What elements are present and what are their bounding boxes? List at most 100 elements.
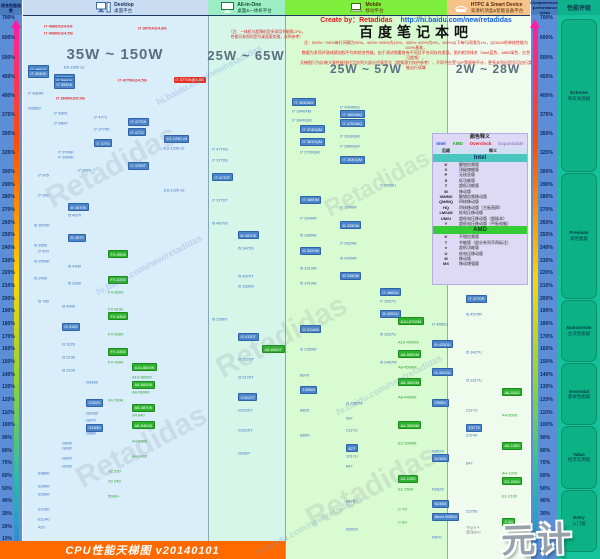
scale-tick: 240% — [540, 245, 553, 251]
cpu-entry: G3220 — [86, 398, 104, 407]
scale-tick: 160% — [2, 346, 15, 353]
cpu-entry: B970 — [300, 372, 310, 378]
legend-suffix: UM/U — [440, 215, 452, 221]
scale-tick: 100% — [2, 422, 15, 429]
rating-box: Premium 高性能级 — [561, 173, 597, 299]
cpu-entry: A4-3305M — [398, 421, 422, 430]
cpu-entry: i7 4500U — [380, 288, 402, 297]
cpu-entry: i7 4600M — [300, 195, 322, 204]
legend-suffix: M — [444, 188, 448, 194]
legend-row: e 超低功耗版 — [433, 245, 527, 250]
legend-row: HQ 四核移动版（主板直焊） — [433, 205, 527, 210]
legend-meaning: 四核移动版 — [459, 199, 479, 205]
scale-tick: 20% — [2, 523, 13, 530]
cpu-entry: A6-4400M — [398, 394, 417, 400]
htpc-column-bg — [447, 15, 530, 559]
cpu-entry: A4-1200 — [502, 470, 518, 476]
cpu-entry: i7 4771 — [94, 114, 108, 120]
rating-box: Mainstream 主流性能级 — [561, 299, 597, 362]
cpu-entry: G530 — [62, 463, 72, 469]
cpu-entry: Z2760 — [466, 508, 478, 514]
scale-tick: 120% — [540, 397, 553, 403]
cpu-entry: i3 2350M — [300, 346, 317, 352]
laptop-icon — [348, 2, 363, 13]
cpu-entry: i7 4765T — [128, 161, 149, 170]
scale-tick: 150% — [540, 359, 553, 365]
legend-meaning: 超低电压移动版（平板电脑） — [459, 220, 511, 226]
cpu-entry: A8-4500M — [398, 364, 417, 370]
cpu-entry: i3 2120T — [238, 374, 254, 380]
scale-tick: 160% — [540, 346, 553, 353]
cpu-entry: i7 3770S — [212, 157, 228, 163]
cpu-entry: i3 2100 — [62, 367, 76, 373]
cpu-entry: i5 4570S — [238, 231, 259, 240]
column-divider — [208, 15, 209, 559]
legend-row: UM/U 超低电压移动版（超极本） — [433, 216, 527, 221]
cpu-entry: 1005M — [300, 385, 318, 394]
rating-label-zh: 骨灰发烧级 — [567, 95, 591, 101]
header-htpc-zh: 高清机顶盒&智能设备平台 — [470, 7, 524, 13]
scale-tick: 210% — [540, 283, 553, 289]
cpu-entry: FX-8150 — [108, 306, 124, 312]
legend-row: M 移动版 — [433, 189, 527, 194]
legend-vendors: Intel AMD Overclock Expandable — [433, 141, 527, 147]
author-link[interactable]: http://hi.baidu.com/new/retadidas — [400, 17, 512, 24]
cpu-entry: Z-60 — [502, 517, 516, 526]
cpu-entry: E3-1230 v2 — [164, 145, 185, 151]
cpu-entry: i3 3220T — [238, 356, 254, 362]
legend-suffix: P — [444, 172, 448, 178]
rating-box: Value 经济实用级 — [561, 426, 597, 489]
cpu-entry: i7 3770K — [94, 126, 110, 132]
rating-box: Entry 入门级 — [561, 489, 597, 552]
scale-tick: 50% — [2, 485, 13, 492]
legend-suffix: HQ — [443, 204, 449, 210]
legend-meaning: 超低功耗版 — [459, 183, 479, 189]
cpu-entry: FX-6300 — [108, 331, 124, 337]
cpu-entry: A8-5600K — [132, 389, 150, 395]
header-mobile-en: Mobile — [365, 1, 382, 8]
cpu-entry: i3 3220 — [62, 341, 76, 347]
header-divider — [0, 15, 600, 16]
legend-suffix: e — [444, 245, 448, 251]
rating-label-en: Premium — [569, 230, 589, 236]
cpu-entry: i5 2500K — [34, 258, 50, 264]
scale-tick: 260% — [2, 219, 15, 226]
scale-tick: 130% — [540, 384, 553, 391]
cpu-entry: B815 — [300, 407, 310, 413]
scale-tick: 600% — [540, 35, 553, 41]
header-desktop: Desktop 桌面平台 — [22, 0, 208, 15]
cpu-entry: i5 4430 — [68, 263, 82, 269]
cpu-entry: i7 3840QM — [292, 117, 312, 123]
cpu-entry: i7 4558U — [380, 182, 397, 188]
cpu-entry: 877 — [346, 444, 358, 453]
cpu-entry: i7 2760QM — [300, 149, 320, 155]
scale-tick: 600% — [2, 35, 15, 41]
legend-row: U 低电压移动版 — [433, 251, 527, 256]
chart-note-line3: 天梯图只为反映大致性能排位且仅列大部分代表型号（超频潜力仅供参考），不同平台受T… — [300, 60, 532, 70]
rating-box: Extreme 骨灰发烧级 — [561, 19, 597, 172]
legend-row: T 超低功耗版 — [433, 183, 527, 188]
legend-meaning: 不锁倍频版 — [459, 234, 479, 240]
legend-intel-header: Intel — [433, 153, 527, 162]
cpu-entry: i7 2860QM — [340, 143, 360, 149]
cpu-entry: C-70 — [398, 506, 407, 512]
cpu-entry: 5000+ — [108, 493, 120, 499]
legend-suffix: K — [444, 234, 448, 240]
rating-label-en: Value — [573, 451, 585, 457]
cpu-entry: A4-5000 — [502, 412, 518, 418]
cpu-entry: i7 4770 — [128, 128, 147, 137]
scale-tick: 450% — [2, 74, 15, 80]
cpu-entry: A6-5400K — [132, 421, 155, 430]
cpu-entry: i7 4930K@4.5G — [44, 30, 73, 36]
cpu-entry: i3 2367M — [346, 400, 363, 406]
scale-tick: 60% — [2, 473, 13, 479]
cpu-entry: i5 4570 — [68, 233, 87, 242]
cpu-entry: i7 2620M — [340, 240, 357, 246]
legend-row: LM/UM 低电压移动版 — [433, 210, 527, 215]
scale-tick: 700% — [540, 15, 553, 21]
scale-tick: 150% — [2, 359, 15, 365]
rating-label-zh: 经济实用级 — [567, 457, 591, 463]
scale-tick: 230% — [2, 257, 15, 264]
legend-suffix: T — [444, 239, 448, 245]
scale-tick: 270% — [540, 207, 553, 213]
